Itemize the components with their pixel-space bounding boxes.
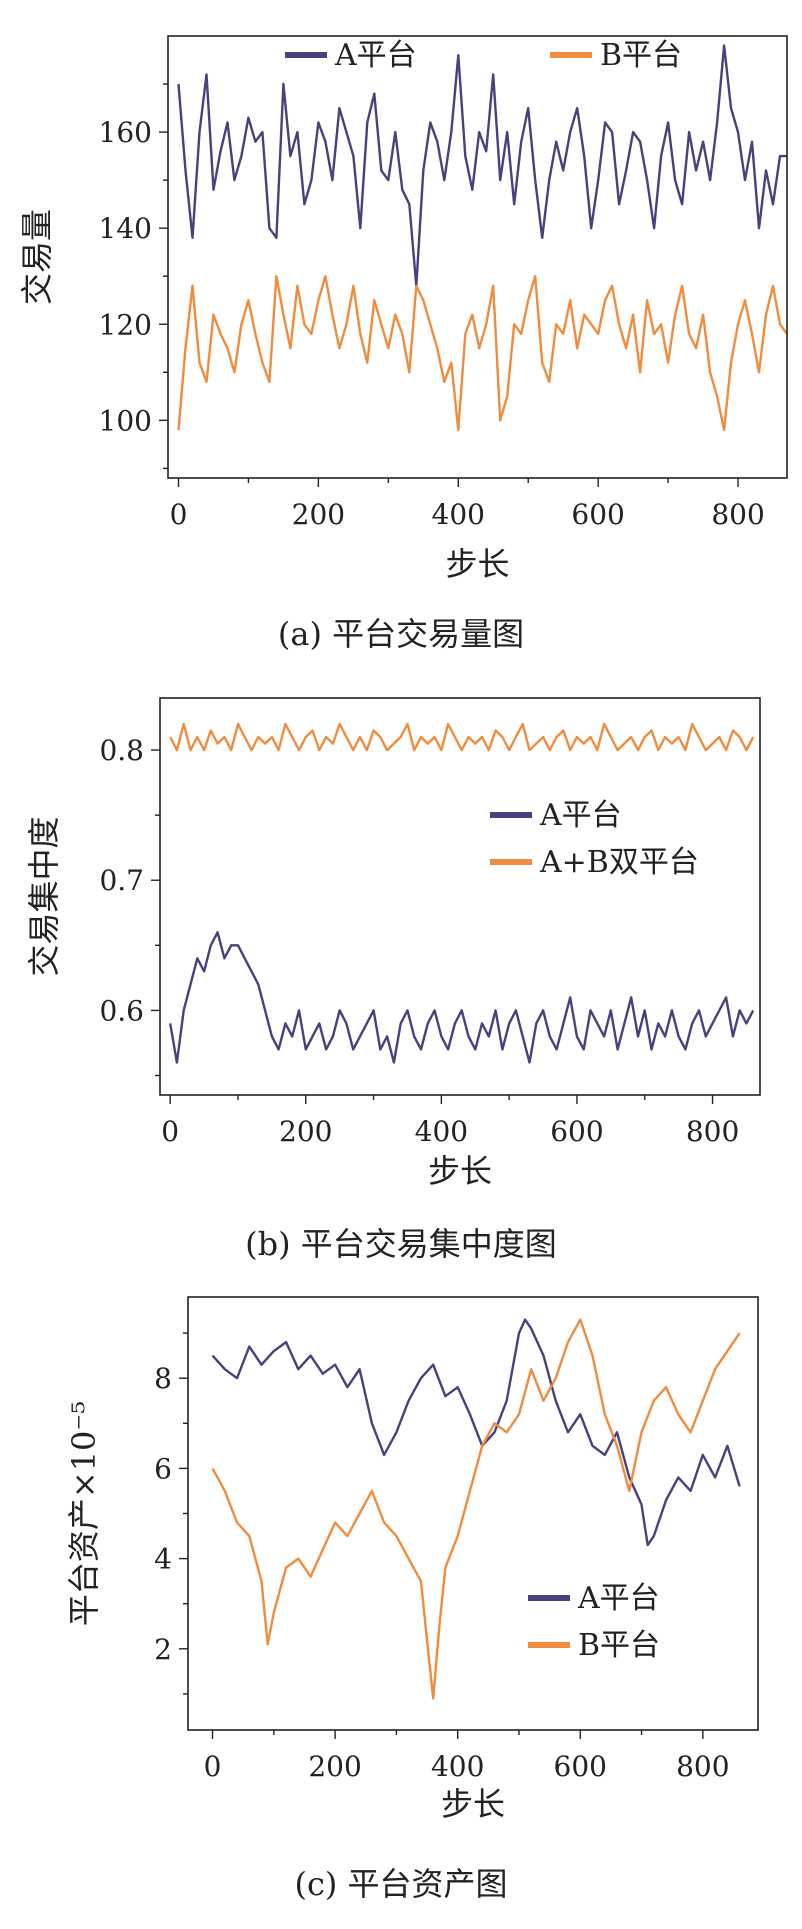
chart-2: 0 200 400 600 800 2 4 6 8 步长 平台资产×10⁻⁵ A平台 B平台 (c) 平台…	[65, 1296, 759, 1903]
y-tick-label: 0.6	[99, 994, 144, 1027]
x-tick-label: 400	[432, 498, 485, 531]
figure-caption: (c) 平台资产图	[294, 1865, 507, 1903]
y-tick-label: 160	[99, 116, 152, 149]
series-line-A平台	[169, 931, 755, 1064]
y-tick-label: 120	[99, 308, 152, 341]
y-axis-title: 平台资产×10⁻⁵	[65, 1401, 103, 1626]
x-tick-label: 0	[170, 498, 188, 531]
x-tick-label: 800	[676, 1750, 729, 1783]
y-tick-label: 100	[99, 404, 152, 437]
x-tick-label: 800	[711, 498, 764, 531]
y-axis-title: 交易集中度	[25, 816, 63, 976]
x-tick-label: 600	[550, 1115, 603, 1148]
x-axis-title: 步长	[428, 1152, 492, 1190]
x-tick-label: 200	[308, 1750, 361, 1783]
plot-frame	[187, 1296, 759, 1731]
x-tick-label: 200	[279, 1115, 332, 1148]
figure-caption: (a) 平台交易量图	[278, 615, 524, 653]
legend-label: A平台	[539, 798, 622, 833]
legend-label: B平台	[600, 38, 682, 73]
chart-1: 0 200 400 600 800 0.6 0.7 0.8 步长 交易集中度 A平台 A+B双平台 (b…	[25, 697, 761, 1263]
x-tick-label: 800	[686, 1115, 739, 1148]
x-tick-label: 0	[161, 1115, 179, 1148]
series-line-A+B双平台	[169, 722, 755, 752]
x-axis-title: 步长	[441, 1785, 505, 1823]
y-tick-label: 4	[154, 1543, 172, 1576]
x-tick-label: 400	[431, 1750, 484, 1783]
plot-frame	[159, 697, 761, 1096]
y-tick-label: 0.8	[99, 734, 144, 767]
y-tick-label: 6	[154, 1452, 172, 1485]
plot-frame	[167, 35, 788, 479]
x-tick-label: 400	[415, 1115, 468, 1148]
series-line-A平台	[177, 44, 787, 287]
series-line-A平台	[211, 1318, 741, 1547]
chart-0: 0 200 400 600 800 100 120 140 160 步长 交易量 A平台 B平台 (a) …	[18, 35, 788, 653]
y-tick-label: 140	[99, 212, 152, 245]
legend-label: B平台	[578, 1628, 660, 1663]
x-axis-title: 步长	[445, 545, 509, 583]
y-tick-label: 2	[154, 1633, 172, 1666]
x-tick-label: 600	[571, 498, 624, 531]
x-tick-label: 200	[292, 498, 345, 531]
y-tick-label: 0.7	[99, 864, 144, 897]
legend-label: A平台	[334, 38, 417, 73]
series-line-B平台	[211, 1318, 741, 1700]
x-tick-label: 600	[554, 1750, 607, 1783]
series-line-B平台	[177, 275, 788, 432]
y-axis-title: 交易量	[18, 209, 56, 305]
legend-label: A平台	[577, 1581, 660, 1616]
y-tick-label: 8	[154, 1362, 172, 1395]
x-tick-label: 0	[204, 1750, 222, 1783]
figure-caption: (b) 平台交易集中度图	[245, 1225, 557, 1263]
legend-label: A+B双平台	[539, 845, 699, 880]
